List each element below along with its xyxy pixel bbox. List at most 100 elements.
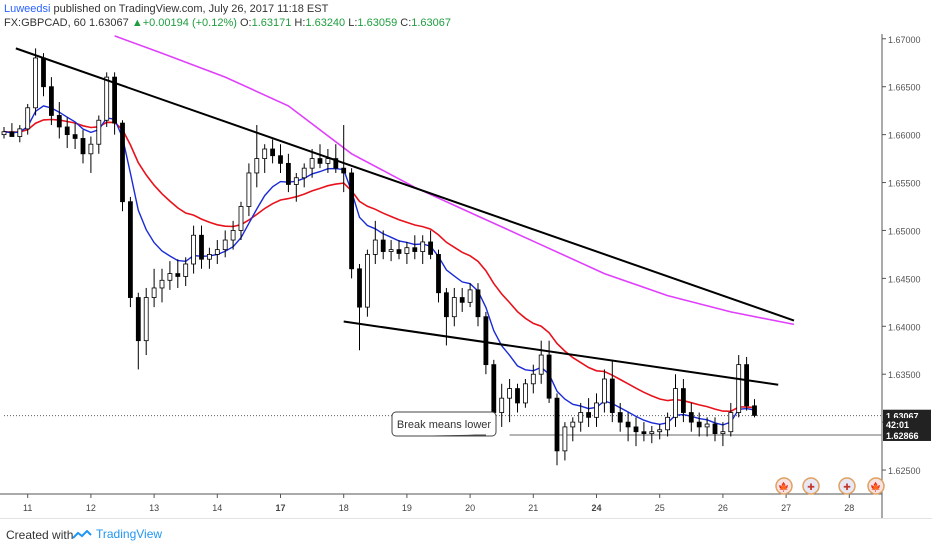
- candle[interactable]: [428, 241, 434, 255]
- candle[interactable]: [633, 426, 639, 433]
- candle[interactable]: [349, 172, 355, 270]
- candle[interactable]: [523, 383, 528, 404]
- trendline-upper[interactable]: [15, 47, 795, 322]
- candle[interactable]: [491, 364, 497, 413]
- candle[interactable]: [278, 155, 283, 164]
- canada-event-icon[interactable]: [867, 477, 885, 495]
- candle[interactable]: [143, 297, 149, 342]
- canada-event-icon[interactable]: [775, 477, 793, 495]
- candle[interactable]: [388, 249, 394, 252]
- candle[interactable]: [546, 354, 552, 399]
- candle[interactable]: [443, 292, 449, 318]
- candle[interactable]: [175, 273, 181, 277]
- candle[interactable]: [712, 423, 718, 435]
- candle[interactable]: [1, 131, 7, 136]
- candle[interactable]: [80, 138, 86, 155]
- candle[interactable]: [704, 423, 710, 428]
- candle[interactable]: [752, 405, 757, 416]
- candle[interactable]: [9, 131, 15, 137]
- candle[interactable]: [451, 297, 457, 318]
- candle[interactable]: [285, 162, 291, 185]
- candle[interactable]: [538, 354, 544, 375]
- candle[interactable]: [404, 247, 410, 254]
- candle[interactable]: [254, 158, 260, 174]
- candle[interactable]: [246, 172, 252, 207]
- candle[interactable]: [467, 289, 473, 303]
- candle[interactable]: [459, 297, 465, 303]
- candle[interactable]: [167, 273, 173, 281]
- candle[interactable]: [56, 115, 62, 128]
- candle[interactable]: [412, 247, 418, 252]
- candle[interactable]: [230, 230, 236, 241]
- candle[interactable]: [530, 373, 536, 385]
- candle[interactable]: [25, 107, 31, 130]
- candle[interactable]: [183, 263, 189, 277]
- candle[interactable]: [475, 289, 481, 318]
- candle[interactable]: [736, 364, 742, 413]
- candle[interactable]: [594, 402, 599, 418]
- candle[interactable]: [64, 126, 70, 136]
- candle[interactable]: [33, 57, 38, 109]
- candle[interactable]: [151, 287, 157, 298]
- candle[interactable]: [222, 239, 228, 251]
- candle[interactable]: [586, 412, 591, 418]
- candle[interactable]: [301, 167, 307, 179]
- candle[interactable]: [380, 239, 386, 252]
- price-chart[interactable]: 1.67000 1.66500 1.66000 1.65500 1.65000 1.645…: [0, 0, 932, 518]
- candle[interactable]: [570, 421, 576, 428]
- candle[interactable]: [744, 364, 749, 407]
- candle[interactable]: [617, 412, 623, 423]
- candle[interactable]: [483, 316, 489, 366]
- candle[interactable]: [515, 388, 520, 404]
- candle[interactable]: [135, 297, 141, 342]
- candle[interactable]: [357, 268, 362, 308]
- candle[interactable]: [17, 128, 23, 137]
- candle[interactable]: [159, 279, 165, 289]
- candle[interactable]: [673, 388, 678, 418]
- candle[interactable]: [325, 158, 331, 164]
- candle[interactable]: [507, 388, 513, 399]
- uk-event-icon[interactable]: [802, 477, 820, 495]
- candle[interactable]: [562, 426, 568, 452]
- candle[interactable]: [602, 378, 607, 404]
- candle[interactable]: [333, 158, 339, 169]
- candle[interactable]: [681, 388, 686, 413]
- candle[interactable]: [104, 76, 110, 121]
- uk-event-icon[interactable]: [838, 477, 856, 495]
- candle[interactable]: [665, 416, 670, 431]
- candle[interactable]: [317, 158, 323, 164]
- tradingview-link[interactable]: TradingView: [72, 527, 162, 541]
- candle[interactable]: [554, 397, 560, 452]
- candle[interactable]: [72, 134, 78, 139]
- candle[interactable]: [728, 412, 734, 433]
- candle[interactable]: [499, 397, 505, 413]
- candle[interactable]: [420, 241, 426, 252]
- candle[interactable]: [262, 148, 268, 159]
- candle[interactable]: [191, 234, 197, 265]
- candle[interactable]: [625, 421, 631, 428]
- candle[interactable]: [609, 378, 615, 413]
- candle[interactable]: [214, 249, 220, 255]
- candle[interactable]: [238, 206, 244, 231]
- candle[interactable]: [96, 119, 102, 145]
- candle[interactable]: [112, 76, 117, 124]
- candle[interactable]: [364, 254, 370, 308]
- candle[interactable]: [199, 234, 204, 260]
- candle[interactable]: [649, 431, 655, 435]
- candle[interactable]: [341, 167, 347, 174]
- trendline-lower[interactable]: [343, 320, 779, 386]
- candle[interactable]: [696, 421, 702, 428]
- candle[interactable]: [88, 143, 94, 155]
- candle[interactable]: [720, 431, 726, 435]
- candle[interactable]: [120, 122, 125, 203]
- candle[interactable]: [270, 148, 276, 157]
- candle[interactable]: [127, 201, 133, 298]
- candle[interactable]: [293, 177, 299, 185]
- author-name[interactable]: Luweedsi: [4, 3, 51, 15]
- candle[interactable]: [372, 239, 378, 255]
- candle[interactable]: [396, 249, 402, 254]
- candle[interactable]: [309, 158, 315, 169]
- candle[interactable]: [41, 57, 46, 88]
- candle[interactable]: [657, 429, 663, 433]
- candle[interactable]: [641, 431, 647, 435]
